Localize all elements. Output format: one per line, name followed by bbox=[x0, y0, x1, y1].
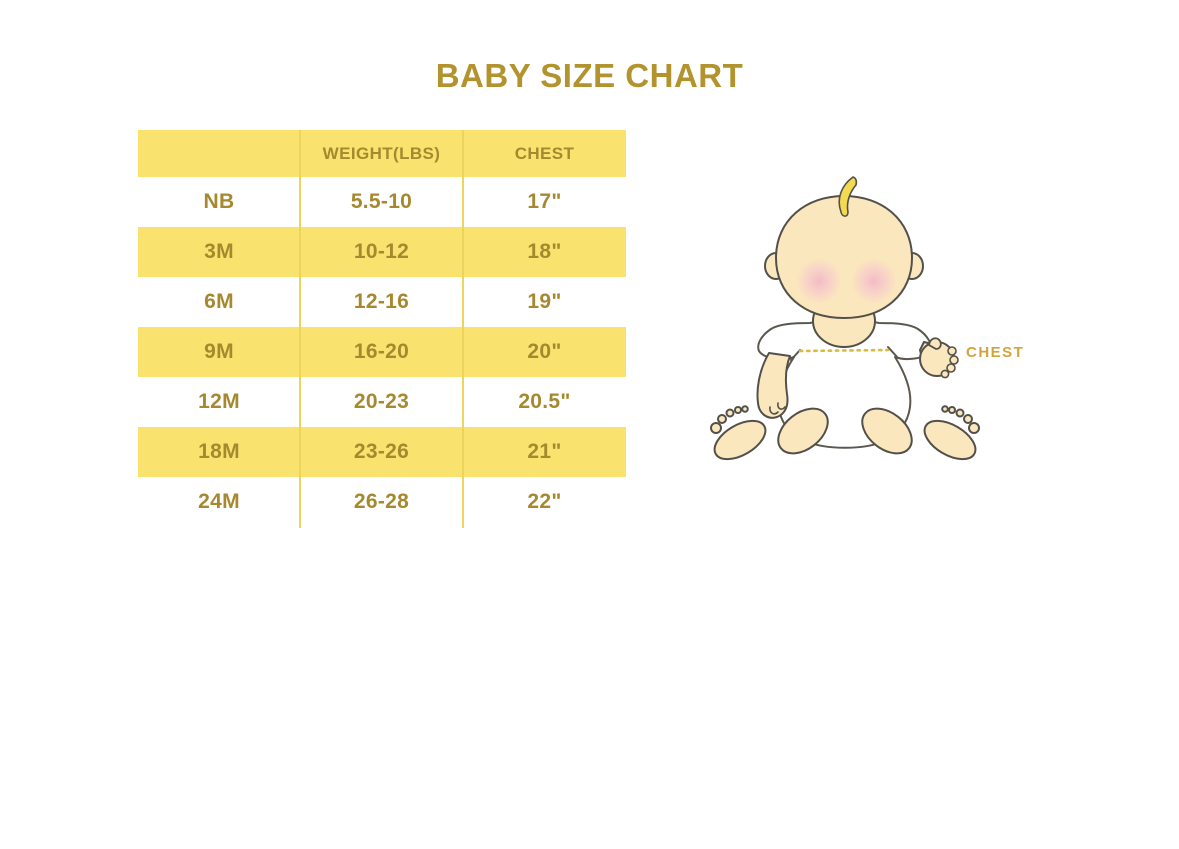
size-cell: 6M bbox=[204, 290, 234, 313]
baby-leg-left bbox=[710, 405, 829, 461]
chest-cell: 20.5" bbox=[518, 390, 571, 413]
baby-foot-right bbox=[923, 419, 977, 461]
baby-arm-left bbox=[756, 352, 791, 419]
baby-fingers-left bbox=[769, 402, 786, 415]
baby-cheek-right bbox=[851, 258, 897, 304]
column-divider bbox=[299, 130, 301, 528]
column-divider bbox=[462, 130, 464, 528]
size-cell: 18M bbox=[198, 440, 240, 463]
size-cell: 24M bbox=[198, 490, 240, 513]
chest-dotted-line bbox=[798, 348, 890, 353]
table-row: NB 5.5-10 17" bbox=[138, 177, 626, 227]
weight-cell: 16-20 bbox=[353, 340, 410, 363]
table-row: 3M 10-12 18" bbox=[138, 227, 626, 277]
table-row: 6M 12-16 19" bbox=[138, 277, 626, 327]
chest-cell: 18" bbox=[527, 240, 562, 263]
size-cell: 3M bbox=[204, 240, 234, 263]
table-header-row: WEIGHT(LBS) CHEST bbox=[138, 130, 626, 177]
sleeve-seams bbox=[790, 346, 899, 361]
baby-foot-left bbox=[713, 419, 767, 461]
baby-size-table: WEIGHT(LBS) CHEST NB 5.5-10 17" 3M 10-12… bbox=[138, 130, 626, 528]
weight-cell: 23-26 bbox=[353, 440, 410, 463]
chest-cell: 20" bbox=[527, 340, 562, 363]
baby-thigh-left bbox=[777, 407, 829, 455]
chest-cell: 19" bbox=[527, 290, 562, 313]
chest-label: CHEST bbox=[966, 344, 1025, 361]
weight-cell: 26-28 bbox=[353, 490, 410, 513]
baby-thigh-right bbox=[861, 407, 913, 455]
weight-header: WEIGHT(LBS) bbox=[322, 143, 441, 163]
chest-cell: 22" bbox=[527, 490, 562, 513]
baby-illustration bbox=[710, 176, 980, 461]
baby-cheek-left bbox=[796, 258, 842, 304]
baby-thumb-right bbox=[928, 337, 942, 350]
table-row: 9M 16-20 20" bbox=[138, 327, 626, 377]
baby-fingers-right bbox=[940, 346, 959, 379]
size-cell: 9M bbox=[204, 340, 234, 363]
page-title: BABY SIZE CHART bbox=[435, 57, 744, 94]
chest-cell: 21" bbox=[527, 440, 562, 463]
table-row: 12M 20-23 20.5" bbox=[138, 377, 626, 427]
table-row: 24M 26-28 22" bbox=[138, 477, 626, 527]
hair-curl-icon bbox=[838, 176, 858, 217]
size-header bbox=[138, 130, 300, 177]
table-row: 18M 23-26 21" bbox=[138, 427, 626, 477]
weight-cell: 20-23 bbox=[353, 390, 410, 413]
chest-header: CHEST bbox=[514, 143, 575, 163]
size-cell: NB bbox=[203, 190, 235, 213]
size-cell: 12M bbox=[198, 390, 240, 413]
weight-cell: 12-16 bbox=[353, 290, 410, 313]
chest-cell: 17" bbox=[527, 190, 562, 213]
baby-leg-right bbox=[861, 405, 980, 461]
weight-cell: 5.5-10 bbox=[350, 190, 413, 213]
weight-cell: 10-12 bbox=[353, 240, 410, 263]
